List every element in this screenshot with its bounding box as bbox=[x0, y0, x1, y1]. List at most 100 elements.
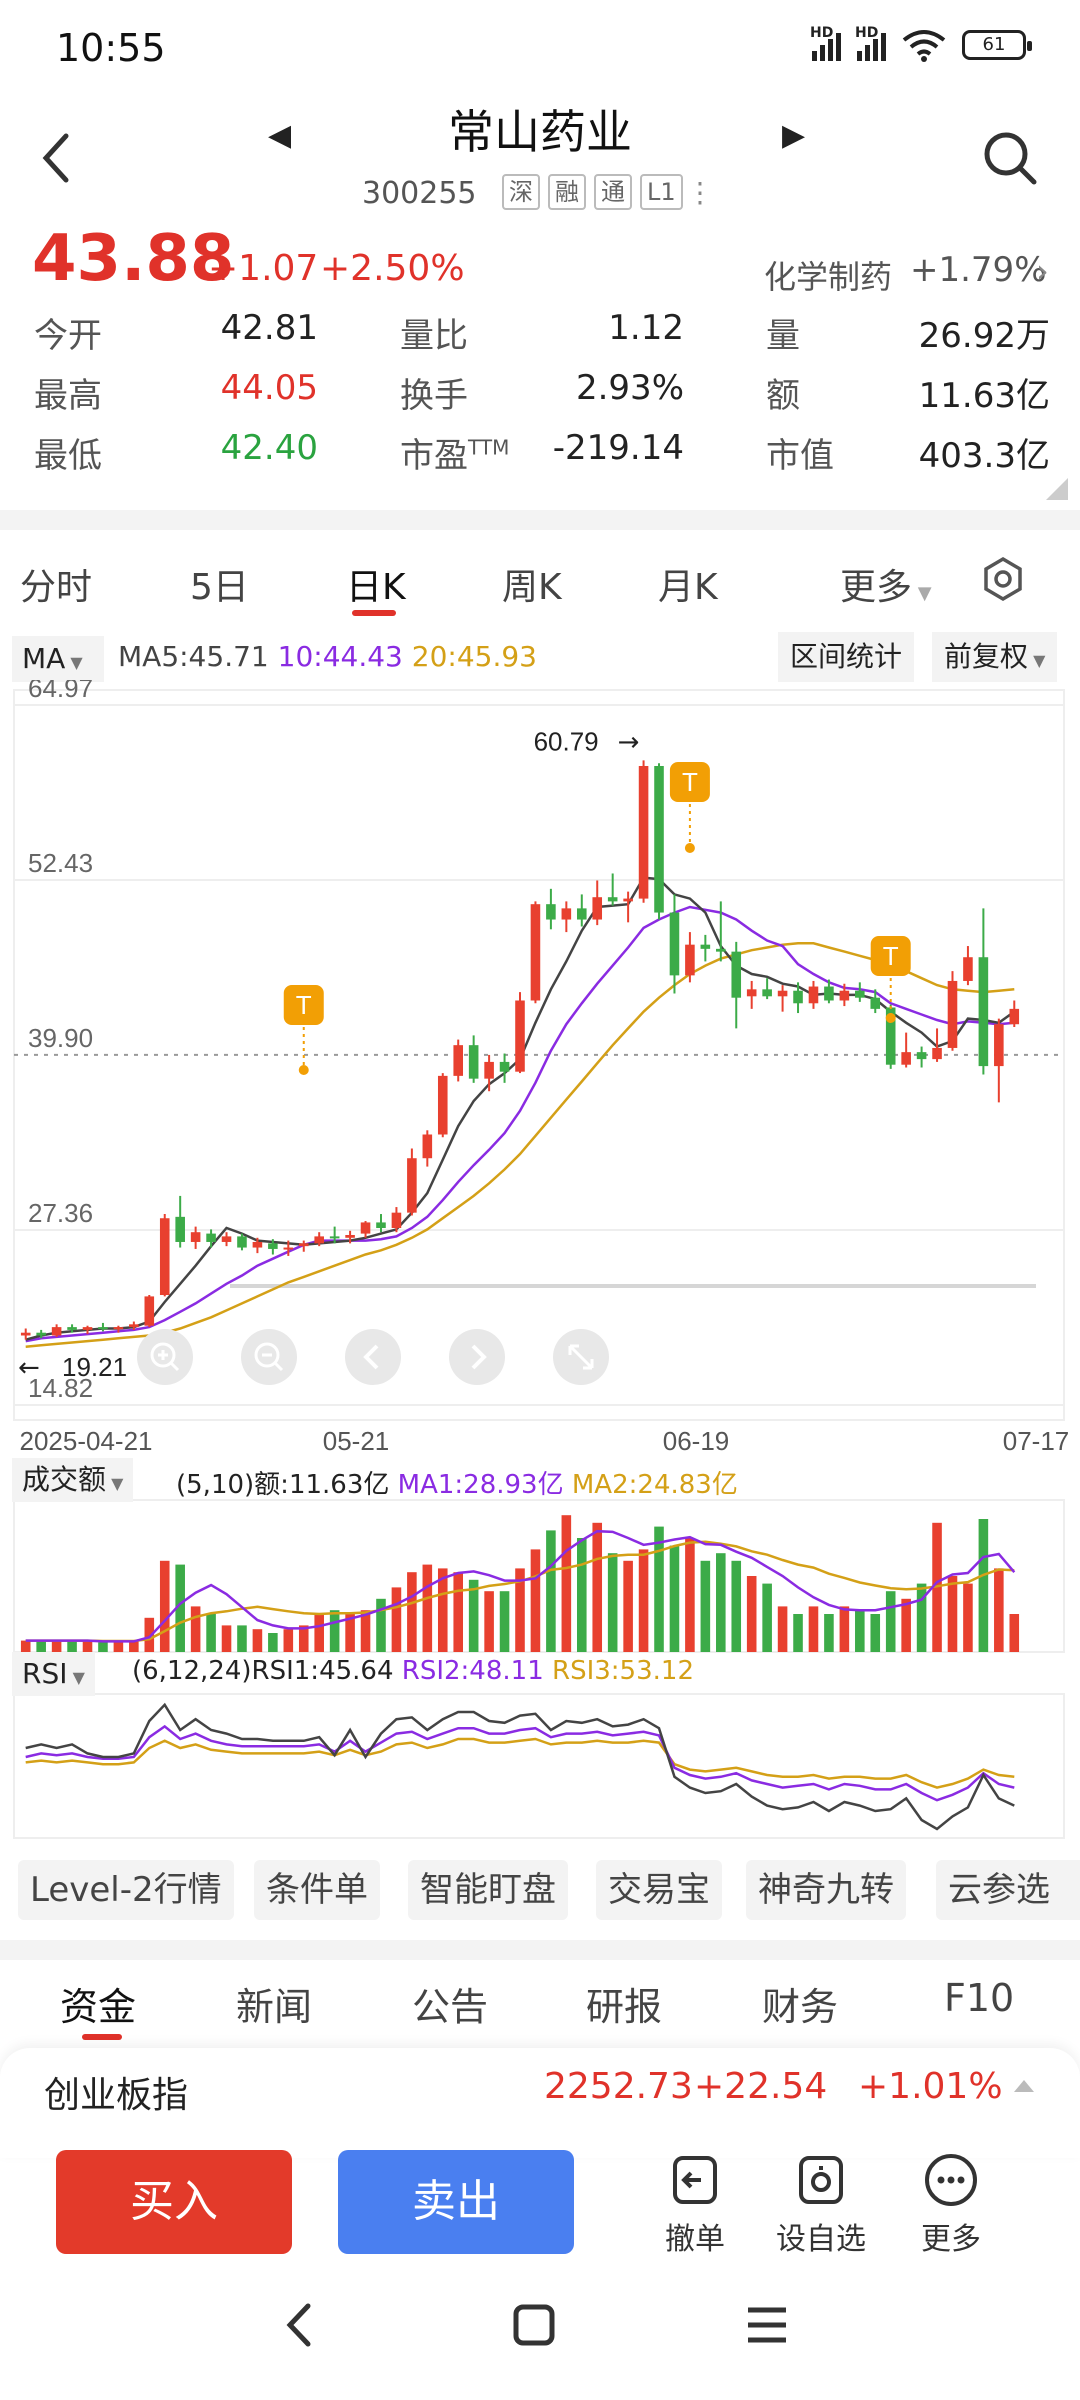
candle[interactable] bbox=[994, 1024, 1004, 1067]
candle[interactable] bbox=[329, 1236, 340, 1239]
chip-cloud-pick[interactable]: 云参选 bbox=[936, 1860, 1080, 1920]
volume-bar[interactable] bbox=[731, 1560, 742, 1652]
volume-bar[interactable] bbox=[82, 1640, 93, 1652]
candle[interactable] bbox=[932, 1047, 942, 1060]
sector-pct[interactable]: +1.79% bbox=[910, 250, 1047, 290]
tab-more[interactable]: 更多 ▼ bbox=[840, 567, 932, 608]
candle[interactable] bbox=[669, 912, 680, 976]
ma-select[interactable]: MA ▼ bbox=[12, 636, 104, 682]
candle[interactable] bbox=[206, 1233, 216, 1242]
candle[interactable] bbox=[546, 904, 556, 920]
candle[interactable] bbox=[67, 1327, 77, 1330]
expand-corner-icon[interactable] bbox=[1046, 478, 1068, 500]
volume-bar[interactable] bbox=[484, 1591, 494, 1652]
tab-announcements[interactable]: 公告 bbox=[412, 1985, 489, 2029]
candle[interactable] bbox=[638, 765, 649, 899]
candle[interactable] bbox=[82, 1327, 93, 1330]
next-stock-icon[interactable]: ▶ bbox=[782, 118, 806, 153]
candle[interactable] bbox=[159, 1218, 170, 1296]
candle[interactable] bbox=[237, 1236, 247, 1248]
volume-bar[interactable] bbox=[793, 1614, 803, 1652]
expand-up-icon[interactable] bbox=[1014, 2080, 1034, 2092]
volume-bar[interactable] bbox=[437, 1568, 448, 1652]
sector-name[interactable]: 化学制药 bbox=[764, 258, 893, 296]
candle[interactable] bbox=[901, 1052, 911, 1065]
zoom-in-icon[interactable] bbox=[136, 1328, 194, 1386]
more-actions-button[interactable]: 更多 bbox=[896, 2152, 1006, 2258]
zoom-out-icon[interactable] bbox=[240, 1328, 298, 1386]
tag-more-icon[interactable]: ⋮ bbox=[686, 176, 714, 209]
candle[interactable] bbox=[453, 1045, 464, 1076]
pan-left-icon[interactable] bbox=[344, 1328, 402, 1386]
volume-bar[interactable] bbox=[762, 1583, 772, 1652]
volume-bar[interactable] bbox=[206, 1614, 216, 1652]
candle[interactable] bbox=[576, 908, 587, 920]
volume-bar[interactable] bbox=[607, 1553, 618, 1652]
pan-right-icon[interactable] bbox=[448, 1328, 506, 1386]
nav-home-icon[interactable] bbox=[512, 2300, 558, 2350]
candle[interactable] bbox=[762, 989, 772, 997]
candle[interactable] bbox=[98, 1327, 108, 1330]
candle[interactable] bbox=[221, 1236, 232, 1242]
volume-bar[interactable] bbox=[314, 1614, 324, 1652]
volume-bar[interactable] bbox=[175, 1564, 185, 1652]
fullscreen-icon[interactable] bbox=[552, 1328, 610, 1386]
volume-bar[interactable] bbox=[468, 1579, 479, 1652]
candle[interactable] bbox=[314, 1236, 324, 1244]
candle[interactable] bbox=[20, 1332, 31, 1336]
candle[interactable] bbox=[963, 957, 973, 981]
volume-bar[interactable] bbox=[98, 1642, 108, 1653]
candle[interactable] bbox=[978, 957, 989, 1067]
volume-bar[interactable] bbox=[391, 1587, 402, 1652]
volume-bar[interactable] bbox=[51, 1640, 62, 1652]
candle[interactable] bbox=[731, 951, 742, 998]
tab-weekly-k[interactable]: 周K bbox=[502, 567, 562, 608]
volume-bar[interactable] bbox=[376, 1598, 386, 1652]
candle[interactable] bbox=[515, 1000, 525, 1072]
volume-bar[interactable] bbox=[901, 1598, 911, 1652]
nav-menu-icon[interactable] bbox=[744, 2300, 790, 2350]
candle[interactable] bbox=[1009, 1008, 1020, 1025]
volume-bar[interactable] bbox=[252, 1629, 263, 1652]
volume-bar[interactable] bbox=[144, 1617, 155, 1652]
back-icon[interactable] bbox=[36, 128, 86, 188]
volume-bar[interactable] bbox=[716, 1553, 726, 1652]
rsi-select[interactable]: RSI ▼ bbox=[12, 1652, 95, 1696]
buy-button[interactable]: 买入 bbox=[56, 2150, 292, 2254]
cancel-order-button[interactable]: 撤单 bbox=[640, 2152, 750, 2258]
volume-bar[interactable] bbox=[36, 1640, 46, 1652]
nav-back-icon[interactable] bbox=[280, 2300, 320, 2350]
volume-bar[interactable] bbox=[129, 1640, 139, 1652]
candle[interactable] bbox=[298, 1243, 309, 1247]
volume-bar[interactable] bbox=[67, 1640, 77, 1652]
tab-news[interactable]: 新闻 bbox=[236, 1985, 313, 2029]
tab-intraday[interactable]: 分时 bbox=[20, 567, 93, 608]
range-stats-button[interactable]: 区间统计 bbox=[778, 632, 915, 682]
volume-bar[interactable] bbox=[669, 1545, 680, 1652]
volume-bar[interactable] bbox=[824, 1614, 834, 1652]
tab-funds[interactable]: 资金 bbox=[60, 1985, 137, 2029]
volume-bar[interactable] bbox=[839, 1606, 850, 1652]
volume-bar[interactable] bbox=[855, 1610, 865, 1652]
trade-marker[interactable] bbox=[283, 985, 324, 1025]
index-panel[interactable] bbox=[0, 2048, 1080, 2158]
volume-bar[interactable] bbox=[407, 1572, 417, 1652]
volume-bar[interactable] bbox=[499, 1591, 510, 1652]
candle[interactable] bbox=[654, 765, 664, 913]
volume-bar[interactable] bbox=[190, 1606, 201, 1652]
candle[interactable] bbox=[885, 1007, 896, 1065]
volume-bar[interactable] bbox=[654, 1526, 664, 1652]
chip-magic-nine[interactable]: 神奇九转 bbox=[746, 1860, 906, 1920]
candle[interactable] bbox=[777, 990, 788, 997]
volume-bar[interactable] bbox=[947, 1576, 958, 1652]
kline-chart[interactable]: 64.97 52.43 39.90 27.36 14.82 2025-04-21 05-21… bbox=[0, 680, 1080, 1840]
candle[interactable] bbox=[36, 1332, 46, 1336]
trade-marker[interactable] bbox=[669, 762, 710, 802]
candle[interactable] bbox=[700, 944, 711, 949]
candle[interactable] bbox=[51, 1327, 62, 1336]
candle[interactable] bbox=[716, 948, 726, 952]
chip-condition-order[interactable]: 条件单 bbox=[254, 1860, 380, 1920]
prev-stock-icon[interactable]: ◀ bbox=[268, 118, 292, 153]
candle[interactable] bbox=[808, 986, 819, 1004]
volume-bar[interactable] bbox=[221, 1625, 232, 1652]
